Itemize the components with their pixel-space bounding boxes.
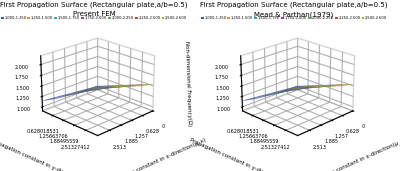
X-axis label: Propagation constant in x-direction(μ_x): Propagation constant in x-direction(μ_x) xyxy=(303,136,400,171)
X-axis label: Propagation constant in x-direction(μ_x): Propagation constant in x-direction(μ_x) xyxy=(103,136,206,171)
Text: Mead & Parthan(1979): Mead & Parthan(1979) xyxy=(254,11,334,18)
Y-axis label: Propagation constant in y-direction(μ_y): Propagation constant in y-direction(μ_y) xyxy=(0,136,92,171)
Y-axis label: Propagation constant in y-direction(μ_y): Propagation constant in y-direction(μ_y) xyxy=(189,136,292,171)
Legend: 1.000-1.250, 1.250-1.500, 1.500-1.750, 1.750-2.000, 2.000-2.250, 2.250-2.500, 2.: 1.000-1.250, 1.250-1.500, 1.500-1.750, 1… xyxy=(1,16,187,20)
Legend: 1.000-1.250, 1.250-1.500, 1.500-1.750, 1.750-2.000, 2.000-2.250, 2.250-2.500, 2.: 1.000-1.250, 1.250-1.500, 1.500-1.750, 1… xyxy=(201,16,387,20)
Text: Present FEM: Present FEM xyxy=(73,11,115,17)
Text: First Propagation Surface (Rectangular plate,a/b=0.5): First Propagation Surface (Rectangular p… xyxy=(0,2,188,8)
Text: First Propagation Surface (Rectangular plate,a/b=0.5): First Propagation Surface (Rectangular p… xyxy=(200,2,388,8)
